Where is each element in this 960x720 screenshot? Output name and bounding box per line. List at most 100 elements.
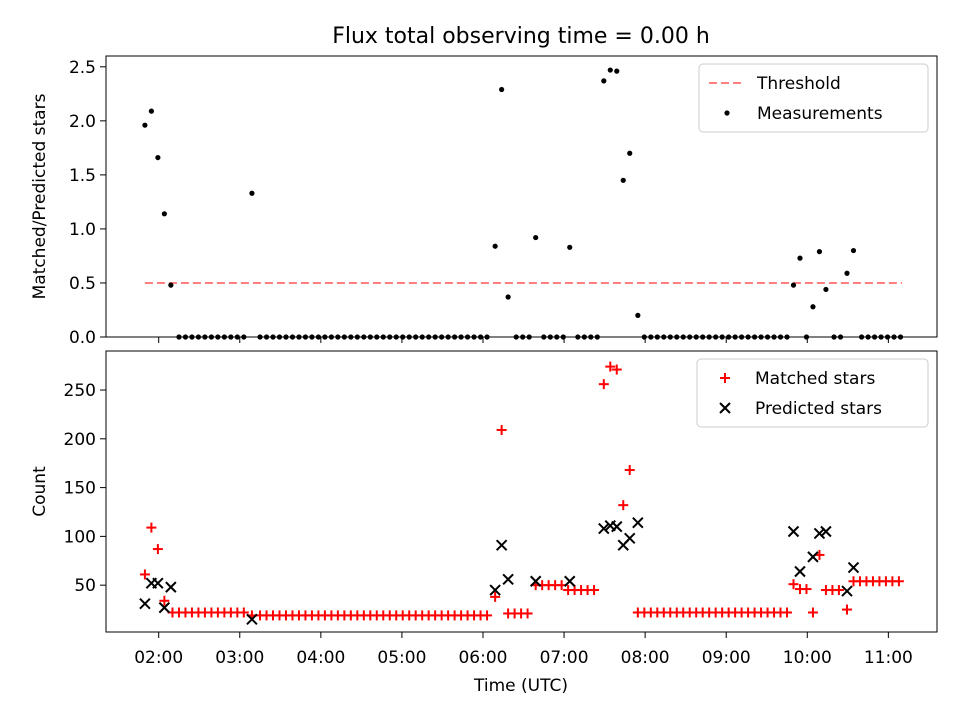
predicted-point <box>807 551 819 563</box>
data-point <box>341 334 347 340</box>
x-tick-label: 07:00 <box>540 648 589 668</box>
matched-point <box>788 579 799 590</box>
plot-frame <box>105 350 938 633</box>
data-point <box>588 334 594 340</box>
legend-label: Threshold <box>756 74 841 94</box>
predicted-point <box>564 575 576 587</box>
panel-ratio: 0.0 0.5 1.0 1.5 2.0 2.5 Matched/Predicted star… <box>30 55 938 348</box>
y-tick-label: 100 <box>64 527 96 547</box>
data-point <box>458 334 464 340</box>
matched-point <box>782 607 793 618</box>
data-point <box>426 334 432 340</box>
data-point <box>884 334 891 340</box>
data-point <box>499 86 505 93</box>
y-axis-label: Matched/Predicted stars <box>30 93 50 299</box>
data-point <box>764 334 771 340</box>
data-point <box>823 286 829 293</box>
y-tick-label: 0.5 <box>69 274 96 294</box>
data-point <box>195 334 202 340</box>
data-point <box>837 334 844 340</box>
y-tick-label: 1.5 <box>69 166 96 186</box>
predicted-point <box>502 573 514 586</box>
x-tick-label: 10:00 <box>783 648 832 668</box>
data-point <box>189 334 195 340</box>
predicted-point <box>820 525 832 538</box>
data-point <box>257 334 263 340</box>
matched-point <box>238 607 249 618</box>
data-point <box>276 334 283 340</box>
data-point <box>234 334 240 340</box>
legend-label: Predicted stars <box>755 399 882 419</box>
data-point <box>713 334 719 340</box>
data-point <box>348 334 354 340</box>
data-point <box>693 334 699 340</box>
data-point <box>797 255 803 261</box>
legend: Matched stars Predicted stars <box>696 358 929 428</box>
data-point <box>790 282 797 288</box>
data-point <box>439 334 445 340</box>
y-tick-label: 0.0 <box>69 328 96 348</box>
data-point <box>526 334 532 340</box>
data-point <box>168 282 174 288</box>
predicted-point <box>841 585 853 597</box>
data-point <box>148 108 155 114</box>
data-point <box>208 334 214 340</box>
data-point <box>687 334 693 340</box>
data-point <box>620 177 626 183</box>
data-point <box>567 244 573 250</box>
chart-title: Flux total observing time = 0.00 h <box>332 24 710 49</box>
data-point <box>335 334 341 340</box>
data-point <box>581 334 587 340</box>
data-point <box>263 334 270 340</box>
data-point <box>302 334 309 340</box>
data-point <box>751 334 758 340</box>
data-point <box>432 334 438 340</box>
data-point <box>249 190 255 196</box>
legend-box <box>698 63 929 133</box>
data-point <box>241 334 247 340</box>
data-point <box>513 334 519 340</box>
data-point <box>554 334 560 340</box>
data-point <box>419 334 425 340</box>
predicted-point <box>813 527 826 540</box>
predicted-point <box>598 522 610 535</box>
data-point <box>484 334 490 340</box>
data-point <box>520 334 526 340</box>
y-axis-label: Count <box>30 466 50 517</box>
data-point <box>505 294 511 300</box>
panel-count: 50 100 150 200 250 02:00 03:00 04:00 05:00 06:00 0… <box>30 350 938 668</box>
data-point <box>413 334 419 340</box>
data-point <box>674 334 680 340</box>
legend-matched-swatch <box>720 373 730 383</box>
y-tick-label: 2.0 <box>69 112 96 132</box>
data-point <box>182 334 189 340</box>
data-point <box>270 334 276 340</box>
data-point <box>354 334 360 340</box>
data-point <box>361 334 367 340</box>
data-point <box>406 334 412 340</box>
data-point <box>393 334 399 340</box>
data-point <box>387 334 393 340</box>
data-point <box>706 334 712 340</box>
data-point <box>777 334 784 340</box>
matched-point <box>842 604 853 615</box>
predicted-point <box>165 581 177 593</box>
legend-predicted-swatch <box>719 402 731 414</box>
data-point <box>547 334 553 340</box>
data-point <box>667 334 673 340</box>
data-point <box>315 334 322 340</box>
x-tick-label: 06:00 <box>458 648 507 668</box>
matched-point <box>159 595 170 606</box>
data-point <box>533 234 539 241</box>
matched-point <box>490 591 501 602</box>
matched-point <box>624 465 635 476</box>
matched-point <box>152 544 163 555</box>
data-point <box>680 334 686 340</box>
predicted-point <box>847 561 860 574</box>
data-point <box>477 334 484 340</box>
data-point <box>627 150 633 156</box>
data-point <box>228 334 234 340</box>
predicted-point <box>495 539 508 551</box>
data-point <box>400 334 406 340</box>
